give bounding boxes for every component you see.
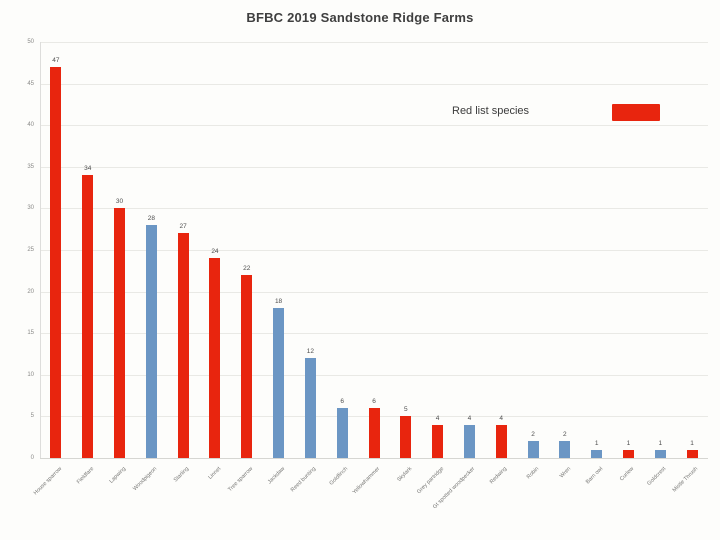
bar-value-label: 2 xyxy=(563,431,567,439)
gridline xyxy=(40,42,708,43)
bar-value-label: 4 xyxy=(467,414,472,422)
y-axis-tick-label: 45 xyxy=(27,80,34,87)
bar xyxy=(114,208,126,458)
bar xyxy=(177,233,189,458)
y-axis-tick-label: 50 xyxy=(27,39,34,45)
x-axis-category-label: Grey partridge xyxy=(415,466,445,496)
gridline xyxy=(40,250,708,251)
bar-value-label: 27 xyxy=(179,223,187,231)
x-axis-category-label: Goldcrest xyxy=(646,466,668,487)
bar xyxy=(82,175,94,458)
y-axis-tick-label: 10 xyxy=(27,371,34,378)
gridline xyxy=(40,374,708,376)
y-axis-tick-label: 35 xyxy=(27,163,34,170)
bar-value-label: 1 xyxy=(626,439,631,447)
x-axis-category-label: Fieldfare xyxy=(75,466,95,486)
x-axis-category-label: Wren xyxy=(558,466,573,480)
x-axis-category-label: Barn owl xyxy=(584,466,604,486)
x-axis-category-label: Redwing xyxy=(489,466,509,486)
x-axis-category-label: Curlew xyxy=(619,466,636,483)
gridline xyxy=(40,83,708,85)
x-axis-category-label: Jackdaw xyxy=(266,466,286,486)
x-axis-category-label: Woodpigeon xyxy=(132,466,159,493)
bar-value-label: 4 xyxy=(435,414,440,422)
bar xyxy=(400,416,412,458)
bar-value-label: 6 xyxy=(372,398,376,406)
bar xyxy=(304,358,316,458)
bar-value-label: 5 xyxy=(403,406,408,414)
x-axis-category-label: Robin xyxy=(525,466,541,481)
x-axis-category-label: Gt spotted woodpecker xyxy=(432,466,477,511)
bar xyxy=(336,408,348,458)
y-axis-line xyxy=(40,42,41,458)
bar xyxy=(273,308,285,458)
y-axis-tick-label: 20 xyxy=(27,288,34,295)
bar-value-label: 4 xyxy=(499,414,504,422)
bar-value-label: 1 xyxy=(594,439,599,447)
x-axis-category-label: Mistle Thrush xyxy=(671,466,700,494)
bar xyxy=(432,424,444,458)
bar-value-label: 12 xyxy=(306,348,314,356)
bar-value-label: 34 xyxy=(84,165,92,173)
gridline xyxy=(40,291,708,293)
y-axis-tick-label: 5 xyxy=(30,413,34,420)
x-axis-line xyxy=(40,458,708,459)
bar-value-label: 24 xyxy=(211,248,219,256)
gridline xyxy=(40,166,708,168)
x-axis-category-label: Skylark xyxy=(396,466,414,483)
bar xyxy=(368,408,380,458)
gridline xyxy=(40,125,708,127)
x-axis-category-label: Tree sparrow xyxy=(226,466,254,494)
bar-value-label: 1 xyxy=(690,439,694,447)
y-axis-tick-label: 15 xyxy=(27,330,34,337)
x-axis-category-label: Reed bunting xyxy=(290,466,318,494)
chart-title: BFBC 2019 Sandstone Ridge Farms xyxy=(246,10,474,25)
y-axis-tick-label: 0 xyxy=(30,455,34,461)
legend: Red list species xyxy=(440,100,680,126)
x-axis-category-label: Yellowhammer xyxy=(351,466,382,496)
x-axis-category-label: Linnet xyxy=(207,466,223,481)
bar xyxy=(209,258,221,458)
bar xyxy=(654,449,666,458)
bar-value-label: 22 xyxy=(243,264,251,272)
bar xyxy=(622,449,634,458)
bar xyxy=(241,274,253,458)
y-axis-tick-label: 40 xyxy=(27,122,34,129)
bar xyxy=(559,441,571,458)
bar-value-label: 2 xyxy=(531,431,535,439)
bar xyxy=(495,424,507,458)
bar-value-label: 6 xyxy=(340,398,344,406)
bar xyxy=(686,449,698,458)
bar xyxy=(527,441,539,458)
x-axis-category-label: Goldfinch xyxy=(328,466,350,487)
bar xyxy=(463,424,475,458)
bar xyxy=(591,449,603,458)
bar-value-label: 18 xyxy=(274,298,283,306)
bar-value-label: 28 xyxy=(147,215,155,223)
y-axis-tick-label: 30 xyxy=(27,205,34,212)
legend-label: Red list species xyxy=(452,105,530,117)
bar xyxy=(145,225,157,458)
bar xyxy=(50,66,62,458)
bar-value-label: 47 xyxy=(52,56,60,64)
legend-swatch xyxy=(612,104,660,121)
y-axis-tick-label: 25 xyxy=(27,247,34,253)
x-axis-category-label: Starling xyxy=(172,466,191,484)
x-axis-category-label: Lapwing xyxy=(108,466,127,485)
bar-value-label: 1 xyxy=(658,439,663,447)
gridline xyxy=(40,208,708,210)
gridline xyxy=(40,333,708,335)
bar-value-label: 30 xyxy=(115,198,124,206)
